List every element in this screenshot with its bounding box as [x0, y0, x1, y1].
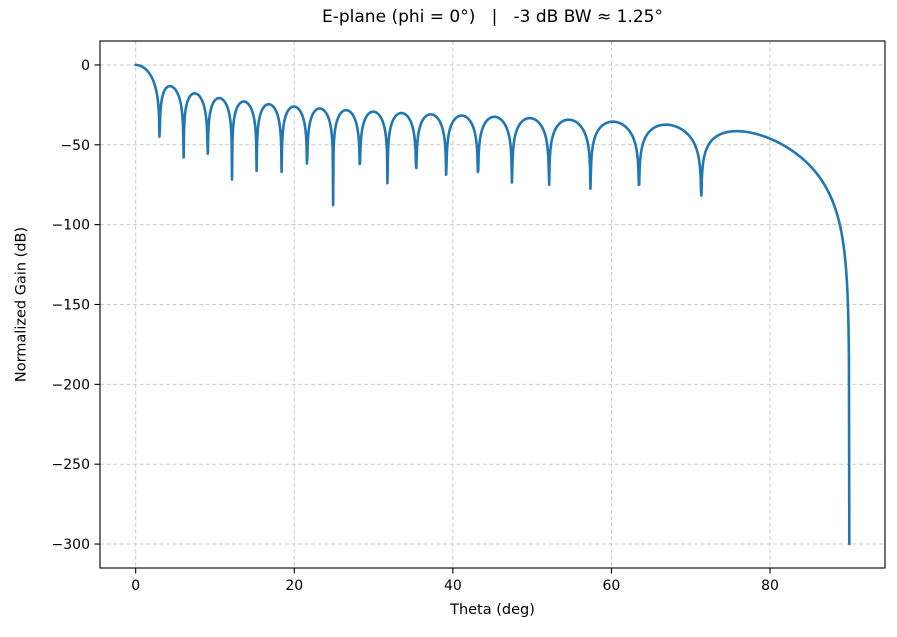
- x-tick-label: 0: [131, 578, 140, 594]
- x-tick-label: 20: [285, 578, 303, 594]
- x-tick-label: 40: [444, 578, 462, 594]
- chart-title: E-plane (phi = 0°) | -3 dB BW ≈ 1.25°: [322, 7, 663, 27]
- y-tick-label: −100: [52, 218, 90, 234]
- y-tick-label: −250: [52, 457, 90, 473]
- y-tick-label: 0: [81, 58, 90, 74]
- y-axis-label: Normalized Gain (dB): [13, 226, 30, 383]
- y-tick-label: −200: [52, 377, 90, 393]
- y-tick-label: −300: [52, 537, 90, 553]
- y-tick-label: −50: [60, 138, 90, 154]
- x-tick-label: 80: [761, 578, 779, 594]
- x-axis-label: Theta (deg): [450, 602, 535, 618]
- gain-curve: [134, 63, 851, 546]
- y-tick-label: −150: [52, 298, 90, 314]
- x-tick-label: 60: [603, 578, 621, 594]
